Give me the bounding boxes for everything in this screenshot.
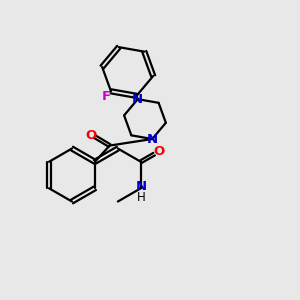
Text: F: F — [102, 91, 111, 103]
Text: N: N — [132, 93, 143, 106]
Text: O: O — [153, 145, 164, 158]
Text: N: N — [147, 133, 158, 146]
Text: O: O — [85, 129, 96, 142]
Text: N: N — [135, 180, 146, 193]
Text: H: H — [136, 191, 145, 204]
